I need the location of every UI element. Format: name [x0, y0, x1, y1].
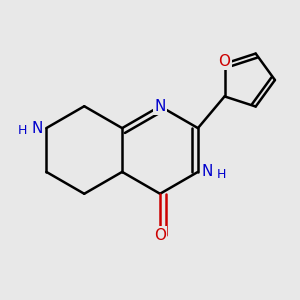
Text: N: N [31, 121, 43, 136]
Text: O: O [219, 54, 231, 69]
Text: N: N [154, 99, 166, 114]
Text: H: H [216, 168, 226, 181]
Text: H: H [18, 124, 27, 137]
Text: O: O [154, 228, 166, 243]
Text: N: N [202, 164, 213, 179]
